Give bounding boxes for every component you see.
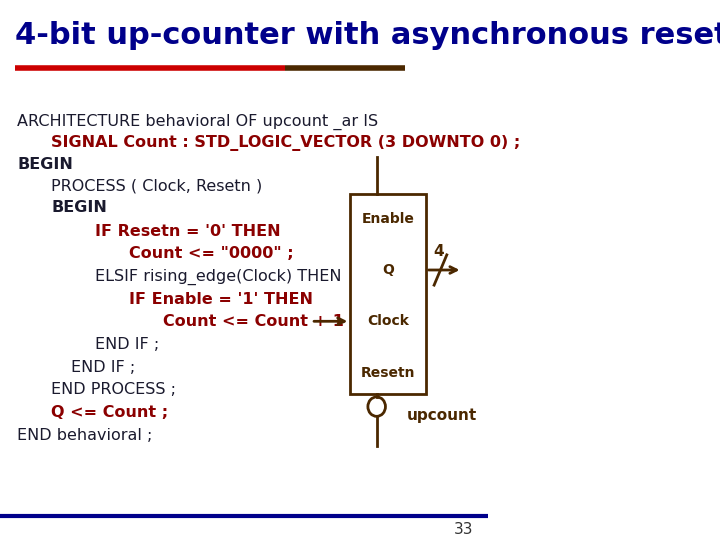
Bar	[350, 194, 426, 394]
Text: ARCHITECTURE behavioral OF upcount _ar IS: ARCHITECTURE behavioral OF upcount _ar I…	[17, 113, 378, 130]
Text: 4-bit up-counter with asynchronous reset (2): 4-bit up-counter with asynchronous reset…	[14, 21, 720, 50]
Text: 33: 33	[454, 522, 473, 537]
Text: Count <= Count + 1 ;: Count <= Count + 1 ;	[163, 314, 356, 329]
Text: END IF ;: END IF ;	[95, 337, 159, 352]
Text: SIGNAL Count : STD_LOGIC_VECTOR (3 DOWNTO 0) ;: SIGNAL Count : STD_LOGIC_VECTOR (3 DOWNT…	[51, 135, 521, 151]
Text: END PROCESS ;: END PROCESS ;	[51, 382, 176, 397]
Text: Count <= "0000" ;: Count <= "0000" ;	[130, 246, 294, 261]
Text: IF Resetn = '0' THEN: IF Resetn = '0' THEN	[95, 224, 281, 239]
Text: ELSIF rising_edge(Clock) THEN: ELSIF rising_edge(Clock) THEN	[95, 268, 341, 285]
Text: END behavioral ;: END behavioral ;	[17, 428, 153, 443]
Text: 4: 4	[433, 244, 444, 259]
Text: Q: Q	[382, 263, 394, 277]
Text: Clock: Clock	[367, 314, 409, 328]
Text: Enable: Enable	[362, 212, 415, 226]
Text: IF Enable = '1' THEN: IF Enable = '1' THEN	[130, 292, 313, 307]
Text: Resetn: Resetn	[361, 366, 415, 380]
Text: END IF ;: END IF ;	[71, 360, 135, 375]
Text: Q <= Count ;: Q <= Count ;	[51, 405, 168, 420]
Text: upcount: upcount	[406, 408, 477, 423]
Text: BEGIN: BEGIN	[17, 157, 73, 172]
Text: BEGIN: BEGIN	[51, 200, 107, 215]
Text: PROCESS ( Clock, Resetn ): PROCESS ( Clock, Resetn )	[51, 179, 263, 194]
